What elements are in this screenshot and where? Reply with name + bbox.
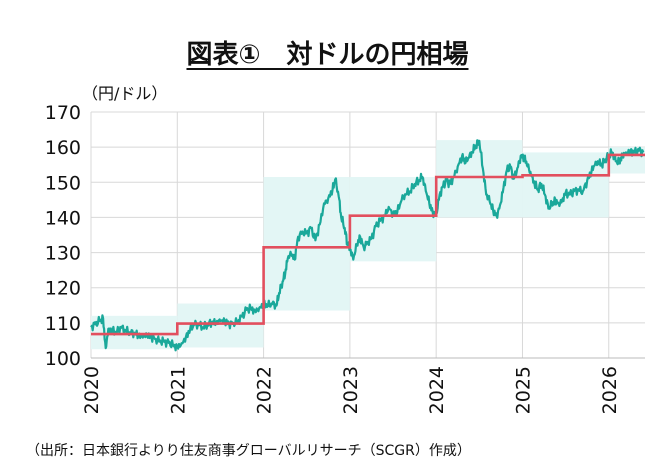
x-tick-label: 2025 (512, 366, 534, 414)
y-tick-label: 100 (45, 348, 81, 370)
x-tick-label: 2024 (426, 366, 448, 414)
range-band (349, 177, 437, 262)
daily-rate-line (90, 139, 645, 352)
source-note: （出所：日本銀行よりり住友商事グローバルリサーチ（SCGR）作成） (26, 443, 471, 459)
range-band (263, 177, 350, 311)
range-band (436, 140, 523, 218)
y-tick-label: 130 (45, 243, 81, 265)
y-tick-label: 140 (45, 207, 81, 229)
x-tick-label: 2023 (340, 366, 362, 414)
x-tick-label: 2021 (167, 366, 189, 414)
x-tick-label: 2022 (254, 366, 276, 414)
y-tick-label: 110 (45, 313, 81, 335)
y-tick-label: 170 (45, 102, 81, 124)
x-tick-label: 2020 (81, 366, 103, 414)
y-axis-unit-label: （円/ドル） (82, 84, 168, 103)
x-tick-label: 2026 (599, 366, 621, 414)
y-axis: 100 110 120 130 140 150 160 170 (45, 102, 81, 370)
annual-average-step-line (91, 153, 645, 336)
x-axis: 2020 2021 2022 2023 2024 2025 2026 (81, 366, 621, 414)
series-lines (90, 139, 645, 352)
chart-title: 図表① 対ドルの円相場 (186, 40, 469, 70)
y-tick-label: 150 (45, 172, 81, 194)
y-tick-label: 120 (45, 278, 81, 300)
y-tick-label: 160 (45, 137, 81, 159)
